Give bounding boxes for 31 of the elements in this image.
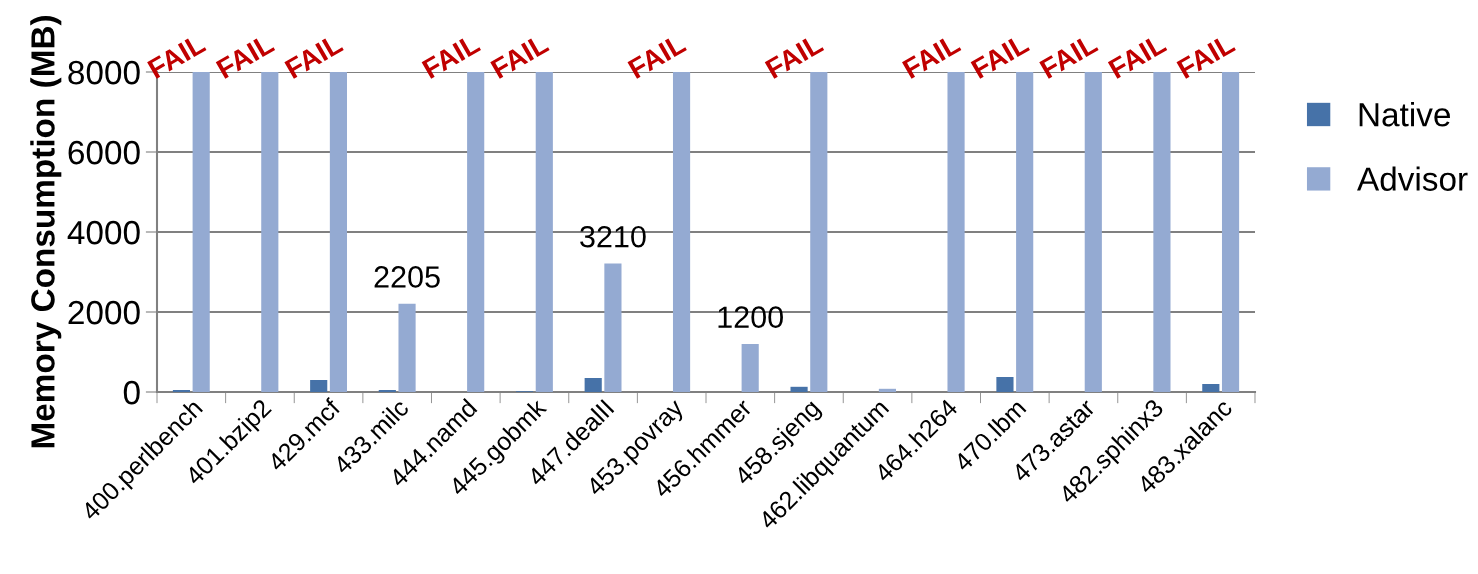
data-label: FAIL bbox=[970, 33, 1030, 79]
data-label: FAIL bbox=[215, 33, 276, 79]
data-label: FAIL bbox=[902, 33, 962, 79]
data-label: 1200 bbox=[718, 306, 783, 328]
data-label: FAIL bbox=[147, 33, 207, 79]
bar bbox=[878, 388, 897, 392]
bar bbox=[604, 263, 622, 392]
bar bbox=[790, 386, 808, 392]
data-label: FAIL bbox=[627, 33, 687, 79]
y-tick-label: 2000 bbox=[68, 300, 140, 325]
data-label: 2205 bbox=[374, 266, 440, 288]
data-label: FAIL bbox=[421, 33, 481, 79]
bar bbox=[398, 303, 416, 392]
y-tick-label: 6000 bbox=[68, 140, 140, 165]
data-label: FAIL bbox=[490, 33, 550, 79]
data-label: FAIL bbox=[1176, 33, 1236, 79]
bar bbox=[310, 380, 328, 392]
bar bbox=[741, 344, 759, 392]
data-label: 3210 bbox=[580, 225, 646, 248]
data-label: FAIL bbox=[284, 33, 344, 79]
bar bbox=[1202, 384, 1220, 392]
legend-label: Advisor bbox=[1357, 166, 1468, 191]
bar bbox=[584, 378, 602, 392]
y-axis-title: Memory Consumption (MB) bbox=[30, 16, 62, 448]
data-label: FAIL bbox=[1107, 33, 1168, 79]
bar bbox=[996, 377, 1014, 392]
data-label: FAIL bbox=[1039, 33, 1099, 79]
y-tick-label: 8000 bbox=[68, 60, 140, 85]
legend-label: Native bbox=[1359, 102, 1450, 127]
data-label: FAIL bbox=[764, 33, 825, 79]
y-tick-label: 4000 bbox=[67, 220, 140, 245]
